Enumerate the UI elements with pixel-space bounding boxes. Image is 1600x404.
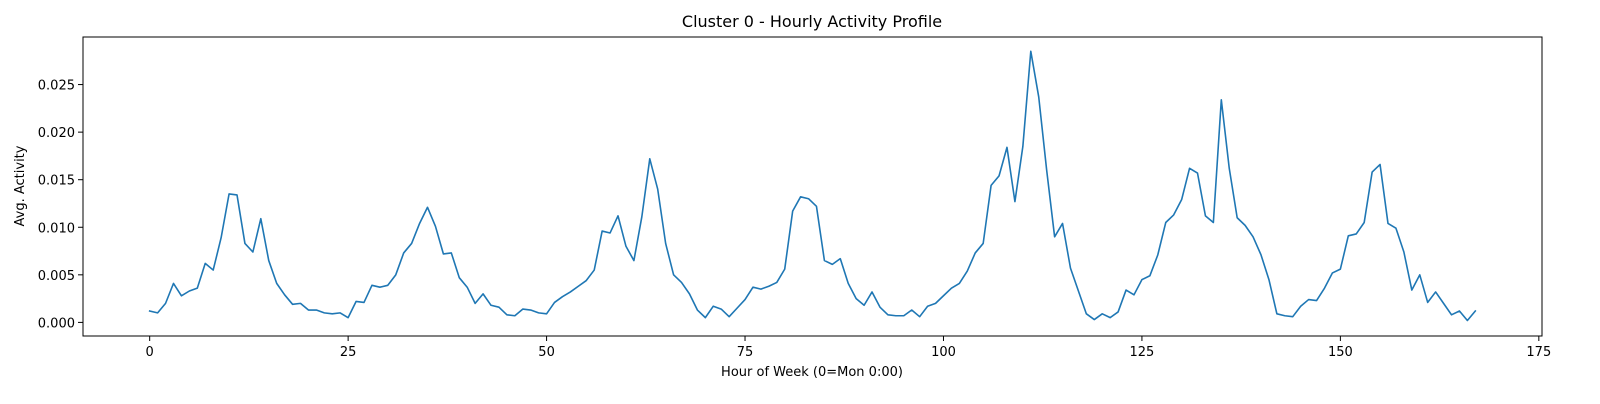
y-tick-label: 0.000: [38, 316, 75, 331]
series-line: [148, 50, 1477, 322]
y-axis-label: Avg. Activity: [13, 145, 28, 226]
x-tick-label: 75: [737, 345, 754, 360]
y-tick-label: 0.005: [38, 269, 75, 284]
x-tick-label: 100: [931, 345, 956, 360]
y-tick-label: 0.025: [38, 79, 75, 94]
x-tick-label: 125: [1130, 345, 1155, 360]
y-tick-label: 0.020: [38, 126, 75, 141]
x-tick-label: 175: [1526, 345, 1551, 360]
y-tick-label: 0.010: [38, 221, 75, 236]
chart-title: Cluster 0 - Hourly Activity Profile: [682, 12, 942, 31]
x-tick-label: 50: [538, 345, 555, 360]
x-tick-label: 150: [1328, 345, 1353, 360]
y-tick-label: 0.015: [38, 174, 75, 189]
y-axis: 0.000 0.005 0.010 0.015 0.020 0.025: [38, 79, 83, 331]
x-tick-label: 25: [340, 345, 357, 360]
x-axis-label: Hour of Week (0=Mon 0:00): [721, 365, 903, 380]
x-tick-label: 0: [146, 345, 154, 360]
axes-frame: [82, 36, 1543, 337]
x-axis: 0 25 50 75 100 125 150 175: [146, 336, 1551, 360]
plot-area: [148, 50, 1477, 322]
